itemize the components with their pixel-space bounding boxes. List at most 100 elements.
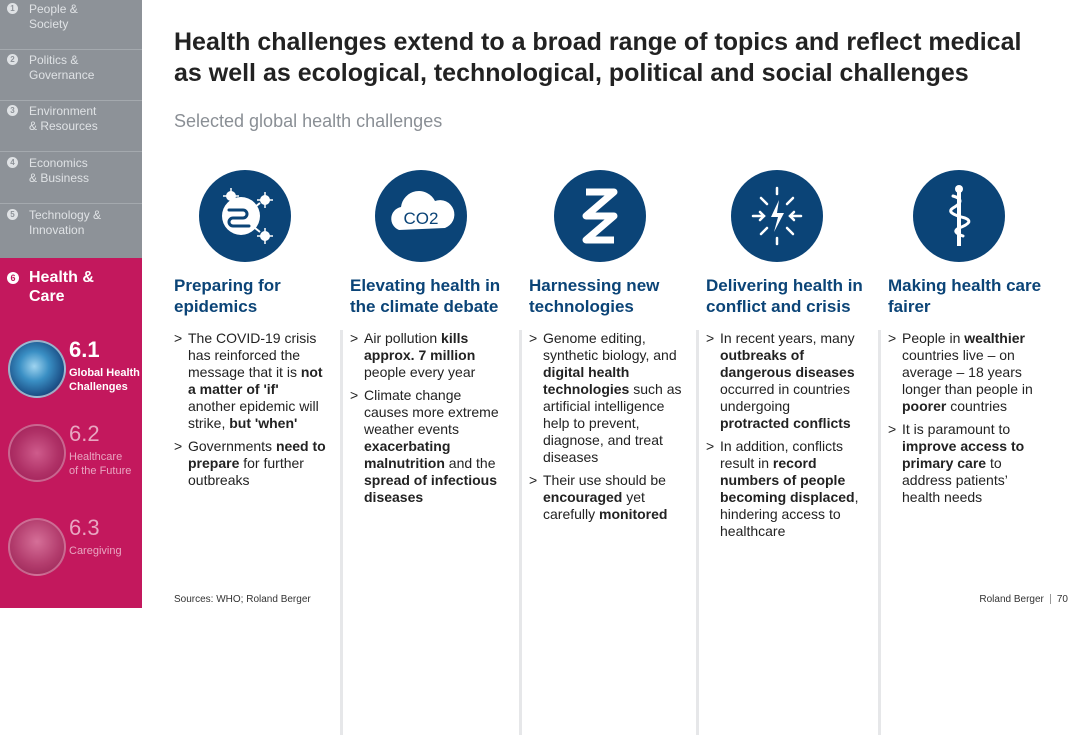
- bullet-item: People in wealthier countries live – on …: [888, 330, 1043, 415]
- sidebar-item-label: Politics & Governance: [29, 53, 95, 82]
- sidebar-item-technology-innovation[interactable]: 5 Technology & Innovation: [0, 206, 142, 256]
- bullet-item: Climate change causes more extreme weath…: [350, 387, 505, 506]
- column-title: Preparing for epidemics: [174, 276, 281, 316]
- sidebar-item-economics-business[interactable]: 4 Economics & Business: [0, 154, 142, 204]
- bullet-emphasis: exacerbating malnutrition: [364, 438, 451, 471]
- sidebar-item-label: People & Society: [29, 2, 78, 31]
- bullet-emphasis: but 'when': [229, 415, 298, 431]
- sidebar-nav: 1 People & Society 2 Politics & Governan…: [0, 0, 142, 258]
- bullet-emphasis: protracted conflicts: [720, 415, 851, 431]
- subsection-title: Caregiving: [69, 545, 122, 557]
- subsection-number: 6.2: [69, 421, 100, 446]
- sidebar-item-label: Technology & Innovation: [29, 208, 102, 237]
- challenge-column-climate: CO2 Elevating health in the climate deba…: [340, 170, 515, 735]
- challenge-column-technologies: Harnessing new technologies Genome editi…: [519, 170, 694, 735]
- bullet-emphasis: wealthier: [964, 330, 1025, 346]
- sources-note: Sources: WHO; Roland Berger: [174, 594, 311, 605]
- caregiving-thumbnail: [8, 518, 66, 576]
- sidebar-item-politics-governance[interactable]: 2 Politics & Governance: [0, 51, 142, 101]
- page-title: Health challenges extend to a broad rang…: [174, 28, 1022, 87]
- sidebar-item-people-society[interactable]: 1 People & Society: [0, 0, 142, 50]
- bullet-emphasis: need to prepare: [188, 438, 326, 471]
- bullet-text: such as artificial intelligence help to …: [543, 381, 682, 465]
- bullet-text: Genome editing, synthetic biology, and: [543, 330, 677, 363]
- bullet-item: It is paramount to improve access to pri…: [888, 421, 1043, 506]
- bullet-emphasis: digital health technologies: [543, 364, 630, 397]
- subsection-number: 6.1: [69, 337, 100, 362]
- bullet-text: for further outbreaks: [188, 455, 304, 488]
- bullet-item: Air pollution kills approx. 7 million pe…: [350, 330, 505, 381]
- sidebar-item-label: Environment & Resources: [29, 104, 98, 133]
- bullet-text: countries live – on average – 18 years l…: [902, 347, 1033, 397]
- section-number-badge: 1: [7, 3, 18, 14]
- section-number-badge: 5: [7, 209, 18, 220]
- column-divider: [696, 330, 699, 735]
- bullet-emphasis: improve access to primary care: [902, 438, 1025, 471]
- bullet-item: Genome editing, synthetic biology, and d…: [529, 330, 684, 466]
- bullet-item: Governments need to prepare for further …: [174, 438, 329, 489]
- bullet-text: yet carefully: [543, 489, 645, 522]
- conflict-icon: [731, 170, 823, 262]
- footer-divider: [1049, 594, 1051, 605]
- bullet-emphasis: spread of infectious diseases: [364, 472, 498, 505]
- bullet-item: The COVID-19 crisis has reinforced the m…: [174, 330, 329, 432]
- bullet-emphasis: outbreaks of dangerous diseases: [720, 347, 855, 380]
- bullet-text: , hindering access to healthcare: [720, 489, 859, 539]
- page-subtitle: Selected global health challenges: [174, 111, 443, 131]
- bullet-list: People in wealthier countries live – on …: [888, 330, 1043, 512]
- column-title: Delivering health in conflict and crisis: [706, 276, 863, 316]
- bullet-text: people every year: [364, 364, 476, 380]
- bullet-text: occurred in countries undergoing: [720, 381, 850, 414]
- bullet-list: Genome editing, synthetic biology, and d…: [529, 330, 684, 529]
- bullet-emphasis: monitored: [599, 506, 668, 522]
- column-title: Elevating health in the climate debate: [350, 276, 501, 316]
- column-title: Harnessing new technologies: [529, 276, 660, 316]
- column-divider: [878, 330, 881, 735]
- bullet-list: The COVID-19 crisis has reinforced the m…: [174, 330, 329, 495]
- page-number: 70: [1056, 594, 1068, 605]
- healthcare-thumbnail: [8, 424, 66, 482]
- bullet-text: In addition, conflicts result in: [720, 438, 843, 471]
- challenge-column-epidemics: Preparing for epidemics The COVID-19 cri…: [174, 170, 339, 570]
- bullet-emphasis: record numbers of people becoming displa…: [720, 455, 855, 505]
- bullet-list: In recent years, many outbreaks of dange…: [706, 330, 861, 546]
- subsection-title: Global Health Challenges: [69, 367, 140, 393]
- bullet-text: It is paramount to: [902, 421, 1011, 437]
- dna-icon: [554, 170, 646, 262]
- co2-label: CO2: [404, 209, 439, 228]
- bullet-text: The COVID-19 crisis has reinforced the m…: [188, 330, 317, 380]
- bullet-item: In recent years, many outbreaks of dange…: [706, 330, 861, 432]
- bullet-item: Their use should be encouraged yet caref…: [529, 472, 684, 523]
- section-number-badge: 4: [7, 157, 18, 168]
- column-divider: [519, 330, 522, 735]
- caduceus-icon: [913, 170, 1005, 262]
- bullet-emphasis: poorer: [902, 398, 947, 414]
- pathogen-icon: [199, 170, 291, 262]
- footer: Roland Berger 70: [979, 594, 1068, 605]
- subsection-6-1[interactable]: 6.1 Global Health Challenges: [0, 338, 142, 408]
- co2-cloud-icon: CO2: [375, 170, 467, 262]
- column-divider: [340, 330, 343, 735]
- section-number-badge: 6: [7, 272, 19, 284]
- section-number-badge: 2: [7, 54, 18, 65]
- bullet-text: Climate change causes more extreme weath…: [364, 387, 499, 437]
- bullet-text: Governments: [188, 438, 276, 454]
- challenge-column-fairer-care: Making health care fairer People in weal…: [878, 170, 1053, 735]
- bullet-list: Air pollution kills approx. 7 million pe…: [350, 330, 505, 512]
- subsection-6-3[interactable]: 6.3 Caregiving: [0, 516, 142, 586]
- bullet-text: Their use should be: [543, 472, 666, 488]
- subsection-6-2[interactable]: 6.2 Healthcare of the Future: [0, 422, 142, 492]
- bullet-item: In addition, conflicts result in record …: [706, 438, 861, 540]
- challenge-column-conflict: Delivering health in conflict and crisis…: [696, 170, 871, 735]
- sidebar-item-label: Economics & Business: [29, 156, 90, 185]
- section-number-badge: 3: [7, 105, 18, 116]
- bullet-text: to address patients’ health needs: [902, 455, 1008, 505]
- subsection-title: Healthcare of the Future: [69, 451, 132, 477]
- sidebar-item-label: Health & Care: [29, 269, 94, 305]
- bullet-text: another epidemic will strike,: [188, 398, 319, 431]
- sidebar-item-environment-resources[interactable]: 3 Environment & Resources: [0, 102, 142, 152]
- bullet-text: Air pollution: [364, 330, 442, 346]
- sidebar-active-section: 6 Health & Care 6.1 Global Health Challe…: [0, 258, 142, 608]
- globe-thumbnail: [8, 340, 66, 398]
- footer-brand: Roland Berger: [979, 594, 1044, 605]
